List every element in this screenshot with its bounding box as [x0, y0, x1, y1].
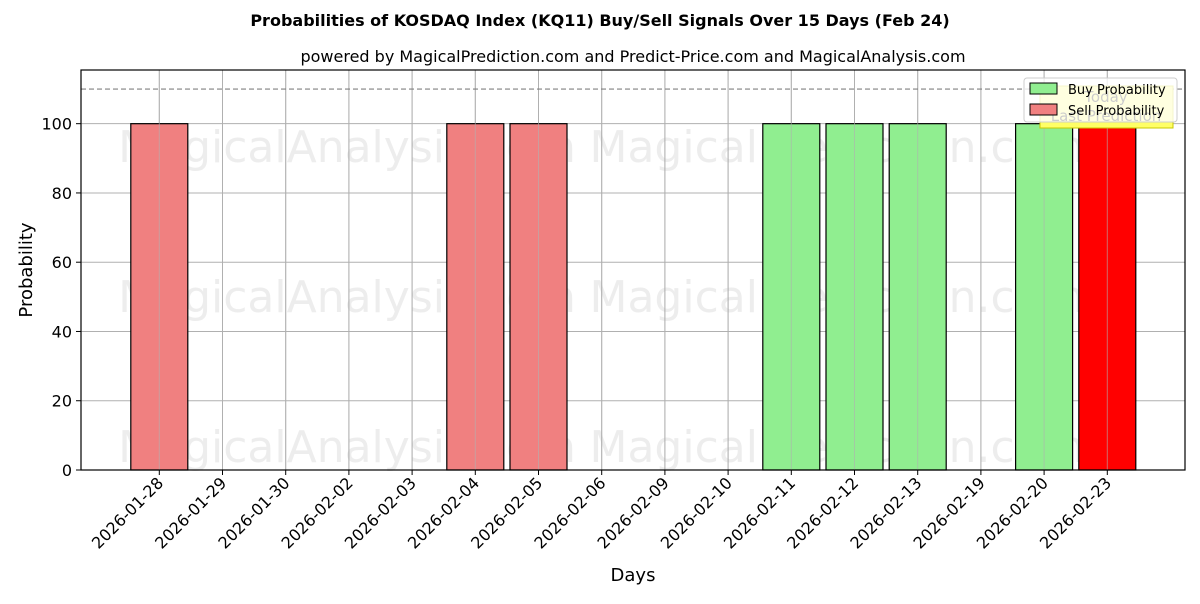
- y-tick-label: 60: [52, 253, 72, 272]
- y-tick-label: 40: [52, 322, 72, 341]
- legend: Buy Probability Sell Probability: [1023, 77, 1178, 123]
- legend-label-buy: Buy Probability: [1068, 83, 1166, 98]
- legend-label-sell: Sell Probability: [1068, 104, 1165, 119]
- y-axis-label: Probability: [16, 222, 37, 317]
- plot-background: [81, 70, 1185, 470]
- y-tick-label: 0: [62, 461, 72, 480]
- plot-area: MagicalAnalysis.comMagicalPrediction.com…: [41, 69, 1186, 553]
- y-tick-label: 20: [52, 392, 72, 411]
- legend-swatch-sell: [1029, 103, 1058, 116]
- x-axis-label: Days: [611, 565, 656, 586]
- chart-title: Probabilities of KOSDAQ Index (KQ11) Buy…: [250, 11, 949, 30]
- y-tick-label: 100: [41, 115, 72, 134]
- axes-frame: [80, 69, 1186, 471]
- legend-swatch-buy: [1029, 82, 1058, 95]
- legend-box: [1023, 77, 1178, 123]
- chart-subtitle: powered by MagicalPrediction.com and Pre…: [300, 47, 965, 66]
- y-tick-label: 80: [52, 184, 72, 203]
